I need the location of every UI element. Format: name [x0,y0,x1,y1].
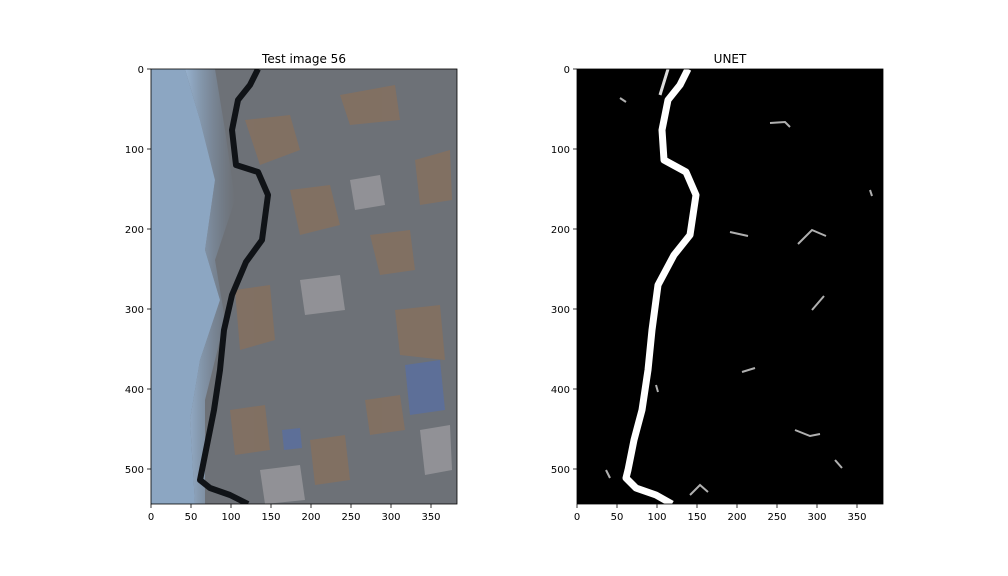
x-tick: 50 [611,512,624,523]
y-tick: 500 [125,465,144,476]
x-tick: 0 [148,512,154,523]
y-tick: 200 [551,225,570,236]
y-tick: 500 [551,465,570,476]
x-tick: 50 [185,512,198,523]
y-tick: 0 [138,65,144,76]
photo-y-axis: 0 100 200 300 400 500 [125,65,151,476]
y-tick: 400 [125,385,144,396]
mask-y-axis: 0 100 200 300 400 500 [551,65,577,476]
x-tick: 100 [221,512,240,523]
x-tick: 0 [574,512,580,523]
y-tick: 200 [125,225,144,236]
y-tick: 100 [125,145,144,156]
x-tick: 200 [301,512,320,523]
mask-image [577,69,883,504]
crack [197,69,271,504]
y-tick: 100 [551,145,570,156]
x-tick: 300 [381,512,400,523]
x-tick: 100 [647,512,666,523]
photo-title: Test image 56 [261,52,346,66]
x-tick: 350 [421,512,440,523]
x-tick: 150 [261,512,280,523]
x-tick: 300 [807,512,826,523]
y-tick: 300 [125,305,144,316]
x-tick: 200 [727,512,746,523]
mask-crack [622,69,700,504]
x-tick: 250 [767,512,786,523]
x-tick: 250 [341,512,360,523]
photo-image [151,69,457,504]
photo-x-axis: 0 50 100 150 200 250 300 350 [148,504,441,523]
y-tick: 300 [551,305,570,316]
mask-title: UNET [714,52,747,66]
photo-panel: Test image 56 [125,52,458,523]
mask-x-axis: 0 50 100 150 200 250 300 350 [574,504,867,523]
y-tick: 400 [551,385,570,396]
x-tick: 150 [687,512,706,523]
mask-panel: UNET [551,52,884,523]
x-tick: 350 [847,512,866,523]
y-tick: 0 [564,65,570,76]
